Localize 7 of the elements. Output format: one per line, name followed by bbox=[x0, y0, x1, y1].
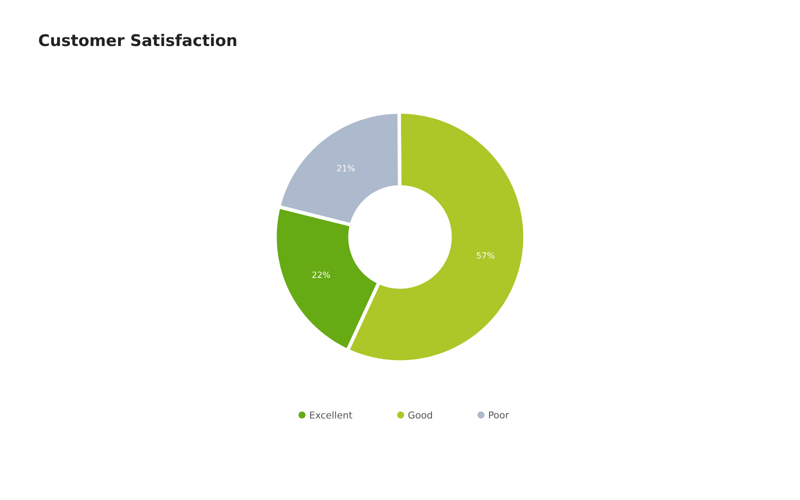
data-label: 57% bbox=[476, 252, 494, 259]
legend-label: Good bbox=[408, 411, 432, 419]
legend-label: Excellent bbox=[310, 411, 352, 419]
data-label: 22% bbox=[312, 272, 330, 278]
data-label: 21% bbox=[337, 165, 355, 172]
legend-label: Poor bbox=[489, 411, 510, 419]
text: Customer Satisfaction bbox=[39, 34, 236, 46]
